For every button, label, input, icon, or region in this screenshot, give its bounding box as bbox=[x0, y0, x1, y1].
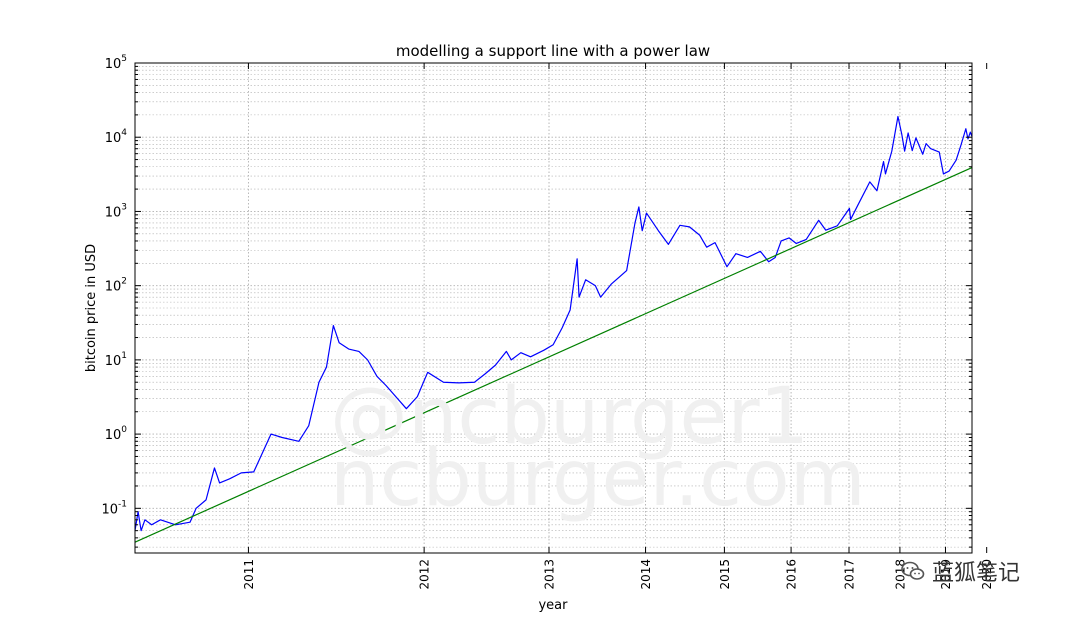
grid-lines bbox=[135, 62, 972, 553]
bitcoin-price-line bbox=[134, 115, 973, 532]
power-law-support-line bbox=[134, 167, 973, 543]
wechat-badge-label: 蓝狐笔记 bbox=[932, 561, 1021, 586]
y-tick-exponent: 2 bbox=[121, 277, 127, 287]
y-tick-base: 10 bbox=[105, 57, 122, 72]
y-tick-exponent: 4 bbox=[121, 128, 127, 138]
y-tick-exponent: 3 bbox=[121, 202, 127, 212]
y-tick-exponent: 1 bbox=[121, 351, 127, 361]
wechat-bubbles-icon bbox=[901, 561, 925, 580]
y-tick-exponent: 5 bbox=[121, 54, 127, 64]
y-tick-label: 100 bbox=[105, 425, 128, 443]
y-tick-base: 10 bbox=[105, 131, 122, 146]
y-axis-label: bitcoin price in USD bbox=[84, 244, 99, 372]
x-tick-label: 2020 bbox=[980, 559, 994, 590]
x-tick-label: 2015 bbox=[718, 559, 732, 590]
x-tick-label: 2016 bbox=[785, 559, 799, 590]
wechat-badge: 蓝狐笔记 bbox=[900, 555, 1020, 587]
x-tick-label: 2018 bbox=[893, 559, 907, 590]
y-tick-exponent: -1 bbox=[118, 499, 127, 509]
y-tick-base: 10 bbox=[105, 280, 122, 295]
y-tick-base: 10 bbox=[105, 354, 122, 369]
y-tick-base: 10 bbox=[105, 428, 122, 443]
y-tick-label: 103 bbox=[105, 202, 127, 220]
x-tick-label: 2012 bbox=[418, 559, 432, 590]
y-tick-label: 104 bbox=[105, 128, 128, 146]
x-tick-label: 2011 bbox=[242, 559, 256, 590]
x-tick-label: 2014 bbox=[639, 559, 653, 590]
y-tick-label: 10-1 bbox=[101, 499, 127, 517]
y-tick-base: 10 bbox=[101, 502, 118, 517]
x-axis-label: year bbox=[538, 598, 568, 613]
x-tick-label: 2017 bbox=[842, 559, 856, 590]
series-layer bbox=[134, 115, 973, 543]
y-tick-label: 101 bbox=[105, 351, 127, 369]
y-tick-exponent: 0 bbox=[121, 425, 127, 435]
y-tick-label: 105 bbox=[105, 54, 127, 72]
y-tick-label: 102 bbox=[105, 277, 127, 295]
chart-title: modelling a support line with a power la… bbox=[396, 42, 710, 60]
x-tick-label: 2019 bbox=[939, 559, 953, 590]
x-tick-label: 2013 bbox=[543, 559, 557, 590]
y-tick-base: 10 bbox=[105, 205, 122, 220]
